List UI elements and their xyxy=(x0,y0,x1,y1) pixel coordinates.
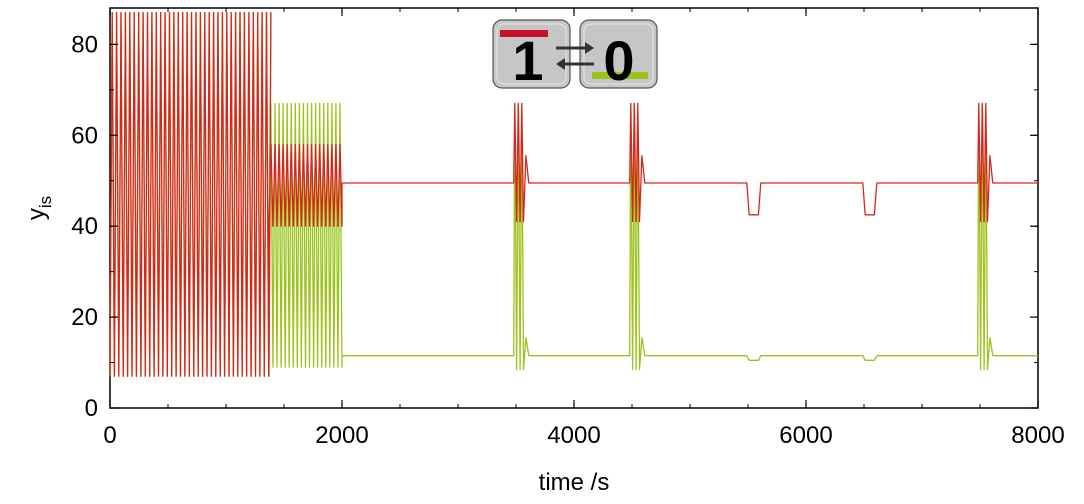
y-tick-label: 80 xyxy=(71,31,98,58)
swap-arrows-icon xyxy=(556,42,594,70)
ticks-layer: 0 2000 4000 6000 8000 0 20 40 60 80 xyxy=(71,8,1065,449)
y-tick-label: 20 xyxy=(71,304,98,331)
x-tick-label: 6000 xyxy=(779,422,832,449)
x-tick-label: 2000 xyxy=(315,422,368,449)
state-key-1: 1 xyxy=(492,19,571,92)
state-key-0: 0 xyxy=(579,19,658,92)
state-0-color-bar xyxy=(592,72,648,79)
series-layer xyxy=(109,11,1038,377)
state-1-color-bar xyxy=(500,30,548,37)
series-line-state-1 xyxy=(109,11,1038,377)
y-axis-label-main: y xyxy=(23,208,50,220)
y-tick-label: 60 xyxy=(71,122,98,149)
x-tick-label: 4000 xyxy=(547,422,600,449)
y-axis-label: yis xyxy=(23,196,55,220)
state-key: 1 0 xyxy=(492,19,658,92)
x-axis-label: time /s xyxy=(539,469,610,496)
x-tick-label: 0 xyxy=(103,422,116,449)
y-tick-label: 0 xyxy=(85,395,98,422)
state-0-label: 0 xyxy=(603,29,634,92)
x-tick-label: 8000 xyxy=(1011,422,1064,449)
state-1-label: 1 xyxy=(512,29,543,92)
y-axis-label-subscript: is xyxy=(36,196,55,208)
y-tick-label: 40 xyxy=(71,213,98,240)
